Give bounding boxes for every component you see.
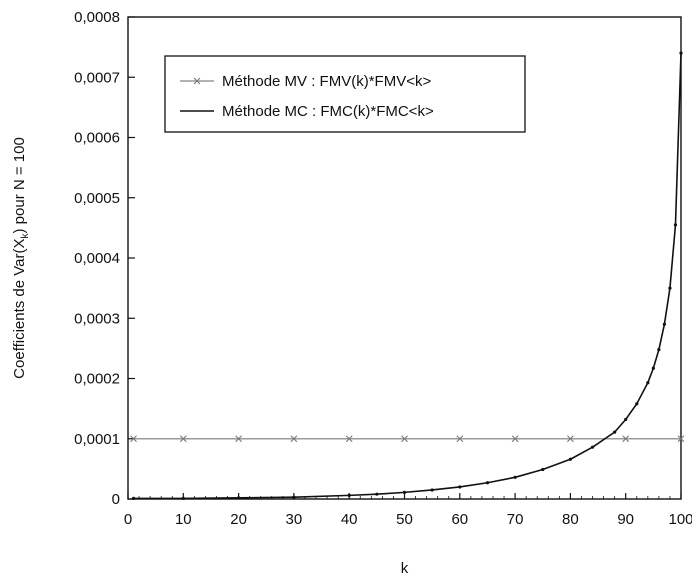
series-mc-point bbox=[513, 475, 517, 479]
series-mc-point bbox=[668, 286, 672, 290]
y-tick-label: 0 bbox=[112, 491, 120, 508]
series-mc-line bbox=[133, 53, 682, 500]
series-mc-point bbox=[430, 488, 434, 492]
series-mc-point bbox=[613, 430, 617, 434]
y-tick-label: 0,0006 bbox=[74, 130, 120, 147]
x-tick-label: 100 bbox=[668, 511, 692, 528]
series-mv-point bbox=[456, 435, 464, 443]
x-axis-title: k bbox=[401, 560, 409, 577]
legend-mc-label: Méthode MC : FMC(k)*FMC<k> bbox=[222, 103, 434, 120]
x-tick-label: 0 bbox=[124, 511, 132, 528]
legend-mv-swatch-marker bbox=[193, 77, 201, 85]
series-mc-point bbox=[131, 496, 136, 500]
series-mc-point bbox=[624, 417, 628, 422]
series-mv-point bbox=[567, 435, 574, 443]
series-mc-point bbox=[541, 467, 545, 472]
series-mc-point bbox=[635, 402, 639, 406]
series-mv-point bbox=[290, 435, 298, 443]
y-tick-label: 0,0004 bbox=[74, 250, 120, 267]
x-tick-label: 80 bbox=[562, 511, 579, 528]
series-mc-point bbox=[651, 366, 655, 370]
series-mc-point bbox=[375, 492, 379, 496]
series-layer bbox=[130, 51, 685, 500]
x-tick-label: 70 bbox=[507, 511, 524, 528]
series-mc-point bbox=[590, 445, 595, 449]
series-mc-point bbox=[485, 481, 490, 485]
series-mc-point bbox=[673, 223, 678, 227]
y-tick-label: 0,0001 bbox=[74, 431, 120, 448]
y-tick-label: 0,0005 bbox=[74, 190, 120, 207]
legend: Méthode MV : FMV(k)*FMV<k> Méthode MC : … bbox=[164, 55, 526, 133]
series-mv-point bbox=[130, 435, 137, 443]
series-mc-point bbox=[292, 495, 296, 499]
series-mc-point bbox=[657, 347, 661, 352]
series-mc-point bbox=[458, 485, 462, 489]
series-mc-point bbox=[646, 381, 650, 385]
x-tick-label: 10 bbox=[175, 511, 192, 528]
y-tick-label: 0,0008 bbox=[74, 9, 120, 26]
series-mc-point bbox=[679, 51, 683, 55]
series-mv-point bbox=[677, 435, 685, 443]
series-mv-point bbox=[622, 435, 630, 443]
y-tick-label: 0,0007 bbox=[74, 69, 120, 86]
series-mv-point bbox=[179, 435, 187, 443]
series-mv-point bbox=[511, 435, 519, 443]
x-axis-ticks: 0 10 20 30 40 50 60 70 80 90 100 bbox=[124, 493, 692, 528]
legend-mv-label: Méthode MV : FMV(k)*FMV<k> bbox=[222, 73, 431, 90]
x-tick-label: 20 bbox=[230, 511, 247, 528]
series-mc-point bbox=[402, 490, 407, 494]
series-mv-point bbox=[345, 435, 353, 443]
x-tick-label: 40 bbox=[341, 511, 358, 528]
y-tick-label: 0,0003 bbox=[74, 310, 120, 327]
series-mv-point bbox=[401, 435, 408, 443]
series-mc-point bbox=[237, 496, 241, 500]
x-tick-label: 30 bbox=[286, 511, 303, 528]
series-mc-point bbox=[568, 457, 573, 461]
series-mc-point bbox=[347, 493, 351, 497]
series-mv-point bbox=[235, 435, 242, 443]
x-tick-label: 60 bbox=[451, 511, 468, 528]
x-tick-label: 50 bbox=[396, 511, 413, 528]
legend-box bbox=[164, 55, 526, 133]
series-mc-point bbox=[662, 322, 667, 326]
y-axis-ticks: 0 0,0001 0,0002 0,0003 0,0004 0,0005 0,0006 0,0… bbox=[74, 9, 135, 508]
y-tick-label: 0,0002 bbox=[74, 371, 120, 388]
series-mc-point bbox=[181, 496, 185, 500]
y-axis-title: Coefficients de Var(Xk) pour N = 100 bbox=[11, 137, 31, 379]
x-tick-label: 90 bbox=[617, 511, 634, 528]
